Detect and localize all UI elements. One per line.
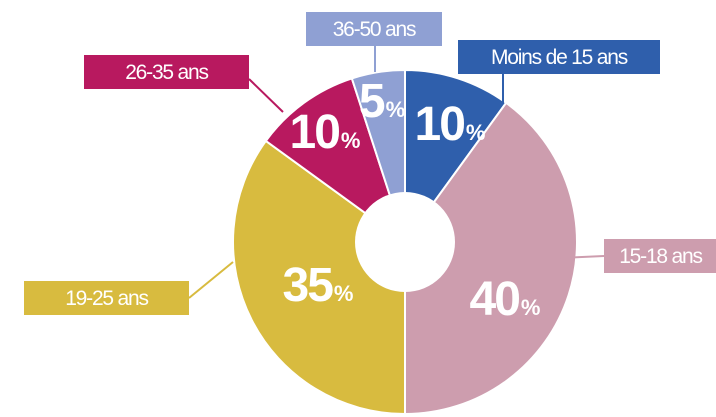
category-tag-bg: [306, 12, 442, 46]
leader-line-19-25-ans: [188, 261, 234, 299]
category-tag-36-50-ans: 36-50 ans: [306, 12, 442, 46]
percent-label-15-18-ans: 40%: [470, 273, 541, 326]
leader-line-26-35-ans: [248, 78, 284, 113]
percent-label-19-25-ans: 35%: [283, 259, 354, 312]
donut-hole: [355, 192, 455, 292]
percent-label-36-50-ans: 5%: [359, 75, 405, 128]
category-tag-moins-de-15-ans: Moins de 15 ans: [458, 40, 660, 74]
category-labels-group: Moins de 15 ans 15-18 ans 19-25 ans 26-35 a…: [24, 12, 716, 315]
category-tag-bg: [604, 239, 716, 273]
category-label: 36-50 ans: [333, 18, 416, 41]
category-tag-19-25-ans: 19-25 ans: [24, 281, 189, 315]
percent-label-moins-de-15-ans: 10%: [415, 98, 486, 151]
category-tag-15-18-ans: 15-18 ans: [604, 239, 716, 273]
category-tag-bg: [458, 40, 660, 74]
slice-15-18-ans: [404, 101, 578, 416]
category-label: 26-35 ans: [125, 61, 208, 84]
category-tag-26-35-ans: 26-35 ans: [84, 55, 249, 89]
percent-label-26-35-ans: 10%: [290, 106, 361, 159]
leader-line-15-18-ans: [559, 255, 605, 259]
slice-19-25-ans: [232, 139, 406, 416]
category-tag-bg: [84, 55, 249, 89]
category-tag-bg: [24, 281, 189, 315]
leader-lines-group: [188, 46, 605, 299]
category-label: 15-18 ans: [619, 245, 702, 268]
slice-26-35-ans: [264, 77, 407, 245]
category-label: Moins de 15 ans: [491, 46, 628, 69]
category-label: 19-25 ans: [65, 287, 148, 310]
percent-labels-group: 10% 40% 35% 10%5%: [283, 75, 541, 326]
